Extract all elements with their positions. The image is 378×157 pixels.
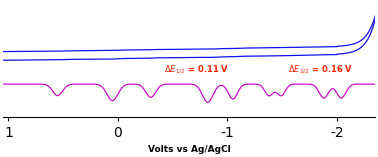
Text: $\Delta E_{1/2}$ = 0.11 V: $\Delta E_{1/2}$ = 0.11 V	[164, 63, 229, 76]
X-axis label: Volts vs Ag/AgCl: Volts vs Ag/AgCl	[148, 145, 231, 154]
Text: $\Delta E_{1/2}$ = 0.16 V: $\Delta E_{1/2}$ = 0.16 V	[288, 63, 353, 76]
